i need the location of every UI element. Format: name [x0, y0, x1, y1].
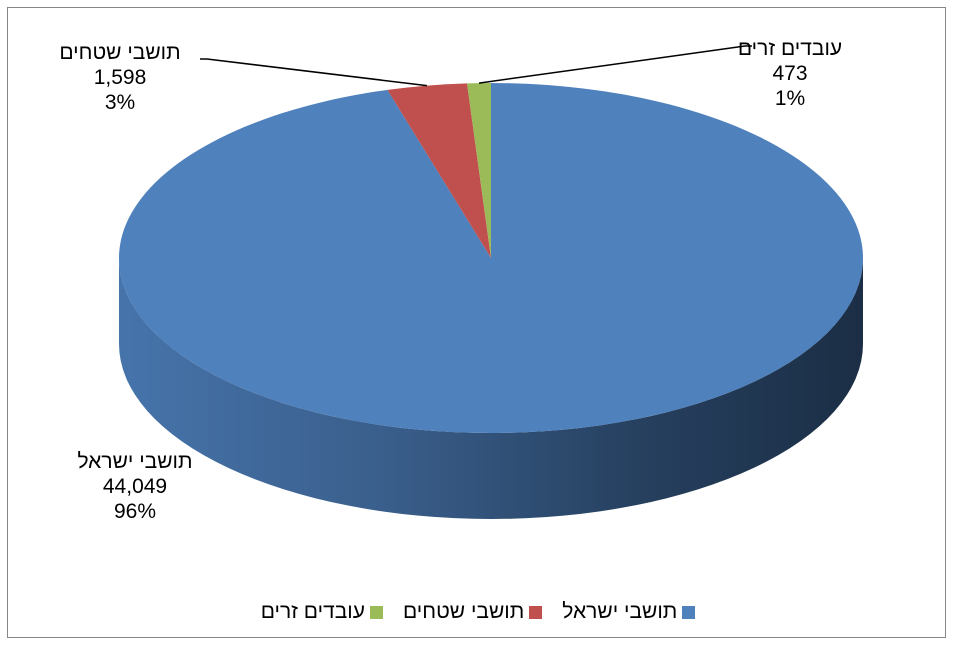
- chart-legend: תושבי ישראל תושבי שטחים עובדים זרים: [0, 597, 956, 627]
- legend-swatch: [529, 605, 543, 619]
- slice-foreign-workers: [467, 83, 491, 258]
- legend-label: עובדים זרים: [260, 600, 365, 623]
- data-label-value: 44,049: [102, 475, 168, 498]
- data-label-value: 1,598: [93, 66, 147, 89]
- data-label-percent: 1%: [774, 87, 806, 110]
- slice-israel-residents: [119, 83, 864, 433]
- data-label-category: תושבי ישראל: [77, 450, 193, 473]
- legend-label: תושבי ישראל: [562, 600, 678, 623]
- slice-territories-residents: [387, 83, 491, 258]
- data-label-value: 473: [772, 62, 808, 85]
- side-wall-israel-residents: [119, 258, 863, 519]
- data-label-percent: 96%: [113, 500, 157, 523]
- legend-swatch: [369, 605, 383, 619]
- pie-side-wall: [119, 258, 863, 519]
- data-label-percent: 3%: [104, 91, 136, 114]
- legend-item-israel-residents: תושבי ישראל: [562, 600, 696, 624]
- pie-top-face: [119, 83, 864, 433]
- data-label-israel-residents: תושבי ישראל 44,049 96%: [45, 449, 225, 524]
- leader-line-territories-residents: [200, 58, 427, 87]
- data-label-foreign-workers: עובדים זרים 473 1%: [720, 36, 860, 111]
- legend-item-foreign-workers: עובדים זרים: [261, 600, 383, 624]
- legend-swatch: [682, 605, 696, 619]
- legend-label: תושבי שטחים: [402, 600, 525, 623]
- legend-item-territories-residents: תושבי שטחים: [402, 600, 543, 624]
- data-label-category: תושבי שטחים: [59, 41, 181, 64]
- data-label-territories-residents: תושבי שטחים 1,598 3%: [40, 40, 200, 115]
- leader-lines: [200, 45, 752, 87]
- leader-line-foreign-workers: [478, 45, 752, 84]
- data-label-category: עובדים זרים: [737, 37, 843, 60]
